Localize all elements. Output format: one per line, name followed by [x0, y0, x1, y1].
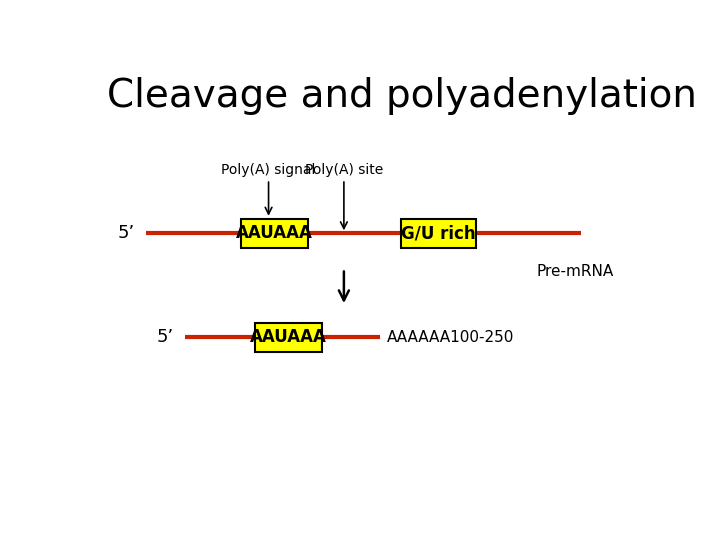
FancyBboxPatch shape [255, 322, 322, 352]
Text: 5’: 5’ [117, 224, 135, 242]
Text: AAUAAA: AAUAAA [235, 224, 312, 242]
FancyBboxPatch shape [401, 219, 477, 248]
Text: Poly(A) signal: Poly(A) signal [221, 163, 316, 177]
Text: 5’: 5’ [156, 328, 174, 346]
Text: Poly(A) site: Poly(A) site [305, 163, 383, 177]
Text: Cleavage and polyadenylation: Cleavage and polyadenylation [107, 77, 697, 115]
Text: Pre-mRNA: Pre-mRNA [536, 265, 613, 279]
Text: G/U rich: G/U rich [402, 224, 476, 242]
Text: AAAAAA100-250: AAAAAA100-250 [387, 329, 514, 345]
FancyBboxPatch shape [240, 219, 307, 248]
Text: AAUAAA: AAUAAA [250, 328, 327, 346]
